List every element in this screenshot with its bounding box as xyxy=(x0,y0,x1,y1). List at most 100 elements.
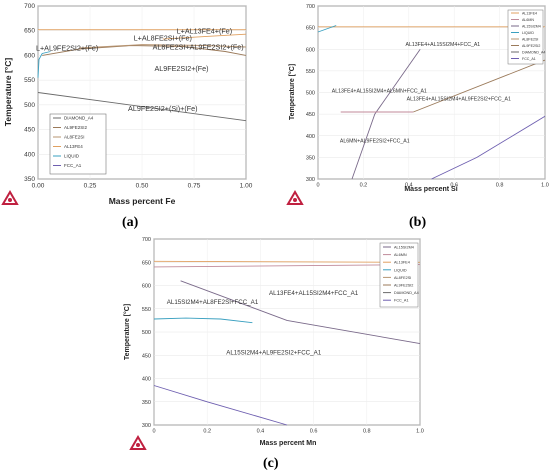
legend-entry: AL13FE4 xyxy=(394,261,410,265)
legend-entry: AL9FE2SI2 xyxy=(394,284,413,288)
phase-label: AL13FE4+AL15SI2M4+AL6MN+FCC_A1 xyxy=(332,89,427,95)
legend-a: DIAMOND_A4 AL9FE2SI2 AL8FE2SI AL13FE4 LIQUID… xyxy=(49,113,107,175)
y-tick-label: 350 xyxy=(142,400,151,406)
legend-c: AL15SI2M4 AL6MN AL13FE4 LIQUID AL8FE2SI AL9FE… xyxy=(379,242,419,308)
chart-b: 300 350 400 450 500 550 600 650 700 0 0.2 0.4 0.6 0.8… xyxy=(286,4,549,205)
legend-entry: LIQUID xyxy=(522,31,534,35)
y-axis-label-c: Temperature [°C] xyxy=(123,304,131,360)
x-tick-label: 0.25 xyxy=(84,183,97,190)
x-tick-label: 0.8 xyxy=(363,429,371,435)
legend-entry: AL6MN xyxy=(394,253,407,257)
y-tick-label: 450 xyxy=(306,112,315,118)
legend-entry: FCC_A1 xyxy=(64,163,82,168)
x-tick-label: 0.2 xyxy=(203,429,211,435)
series-line-liquid xyxy=(317,25,337,33)
series-line-liquid xyxy=(153,317,253,324)
legend-entry: AL15SI2M4 xyxy=(394,246,414,250)
phase-label: AL13FE4+AL15SI2M4+FCC_A1 xyxy=(406,42,481,48)
series-line-al8fe2si xyxy=(79,44,247,49)
phase-label: AL13FE4+AL15SI2M4+FCC_A1 xyxy=(269,290,359,297)
x-tick-label: 0.4 xyxy=(257,429,265,435)
legend-entry: FCC_A1 xyxy=(522,57,536,61)
y-axis-label-a: Temperature [°C] xyxy=(3,58,13,127)
series-line-al6mn xyxy=(153,264,421,268)
x-axis-label-b: Mass percent Si xyxy=(404,186,457,193)
x-tick-label: 1.0 xyxy=(416,429,424,435)
x-axis-label-a: Mass percent Fe xyxy=(109,196,176,206)
thermocalc-logo-c xyxy=(129,435,147,450)
legend-entry: AL8FE2SI xyxy=(64,135,85,140)
phase-label: L+AL9FE2SI2+(Fe) xyxy=(36,43,98,52)
series-line-fcc_a1 xyxy=(431,115,546,180)
y-tick-label: 600 xyxy=(142,284,151,290)
legend-entry: AL15SI2M4 xyxy=(522,25,541,29)
chart-a: 350 400 450 500 550 600 650 700 0.00 0.25 0.50 0.75… xyxy=(1,3,253,206)
legend-entry: AL8FE2SI xyxy=(394,276,411,280)
legend-entry: AL8FE2SI xyxy=(522,38,538,42)
y-tick-label: 700 xyxy=(306,4,315,10)
caption-b: (b) xyxy=(409,215,427,230)
x-tick-label: 0.6 xyxy=(310,429,318,435)
y-tick-label: 550 xyxy=(142,307,151,313)
legend-entry: DIAMOND_A4 xyxy=(522,51,545,55)
y-tick-label: 300 xyxy=(306,177,315,183)
y-tick-label: 650 xyxy=(306,26,315,32)
y-axis-label-b: Temperature [°C] xyxy=(288,64,296,120)
x-tick-label: 0.50 xyxy=(136,183,149,190)
x-tick-label: 1.0 xyxy=(541,183,549,189)
y-tick-label: 400 xyxy=(306,134,315,140)
y-tick-label: 400 xyxy=(24,151,35,158)
phase-label: AL8FE2SI+AL9FE2SI2+(Fe) xyxy=(153,42,244,51)
y-tick-label: 650 xyxy=(142,260,151,266)
series-line-al13fe4 xyxy=(153,260,421,263)
legend-entry: AL13FE4 xyxy=(522,12,537,16)
phase-label: AL15SI2M4+AL8FE2SI+FCC_A1 xyxy=(167,299,259,306)
x-tick-label: 0.75 xyxy=(188,183,201,190)
phase-label: AL9FE2SI2+(Fe) xyxy=(154,64,208,73)
caption-c: (c) xyxy=(263,456,279,471)
y-tick-label: 650 xyxy=(24,28,35,35)
x-tick-label: 0.8 xyxy=(496,183,504,189)
series-line-al13fe4 xyxy=(162,33,247,40)
series-line-diamond_a4 xyxy=(37,92,247,122)
phase-label: AL6MN+AL9FE2SI2+FCC_A1 xyxy=(340,139,410,145)
thermocalc-logo-a xyxy=(1,190,19,205)
x-axis-label-c: Mass percent Mn xyxy=(260,440,317,447)
y-tick-label: 300 xyxy=(142,423,151,429)
x-tick-label: 0 xyxy=(152,429,155,435)
y-tick-label: 500 xyxy=(306,91,315,97)
series-line-al9fe2si2 xyxy=(413,59,546,113)
x-tick-label: 0.6 xyxy=(450,183,458,189)
phase-label: AL15SI2M4+AL9FE2SI2+FCC_A1 xyxy=(226,349,321,356)
legend-entry: DIAMOND_A4 xyxy=(64,116,94,121)
legend-b: AL13FE4 AL6MN AL15SI2M4 LIQUID AL8FE2SI AL9FE… xyxy=(507,9,545,65)
phase-label: AL13FE4+AL15SI2M4+AL9FE2SI2+FCC_A1 xyxy=(407,96,511,102)
series-line-al15si2m4 xyxy=(180,280,421,345)
legend-entry: AL6MN xyxy=(522,18,534,22)
legend-entry: LIQUID xyxy=(64,154,80,159)
x-tick-label: 0.4 xyxy=(405,183,413,189)
thermocalc-logo-b xyxy=(286,190,304,205)
series-line-al15si2m4 xyxy=(351,49,421,180)
y-tick-label: 550 xyxy=(306,69,315,75)
chart-c: 300 350 400 450 500 550 600 650 700 0 0.2 0.4 0.6 0.8… xyxy=(123,237,424,450)
y-tick-label: 350 xyxy=(24,176,35,183)
y-tick-label: 600 xyxy=(24,52,35,59)
y-tick-label: 700 xyxy=(142,237,151,243)
phase-label: L+AL8FE2SI+(Fe) xyxy=(134,34,192,43)
y-tick-label: 550 xyxy=(24,77,35,84)
x-tick-label: 0.00 xyxy=(32,183,45,190)
x-tick-label: 0 xyxy=(316,183,319,189)
phase-label: L+AL13FE4+(Fe) xyxy=(177,27,233,36)
series-line-liquid xyxy=(37,51,51,78)
legend-entry: LIQUID xyxy=(394,268,407,272)
y-tick-label: 500 xyxy=(142,330,151,336)
x-tick-label: 0.2 xyxy=(360,183,368,189)
legend-entry: AL13FE4 xyxy=(64,144,83,149)
legend-entry: AL9FE2SI2 xyxy=(522,44,540,48)
y-tick-label: 450 xyxy=(142,353,151,359)
legend-entry: AL9FE2SI2 xyxy=(64,125,88,130)
y-tick-label: 400 xyxy=(142,377,151,383)
legend-entry: FCC_A1 xyxy=(394,299,409,303)
x-tick-label: 1.00 xyxy=(240,183,253,190)
